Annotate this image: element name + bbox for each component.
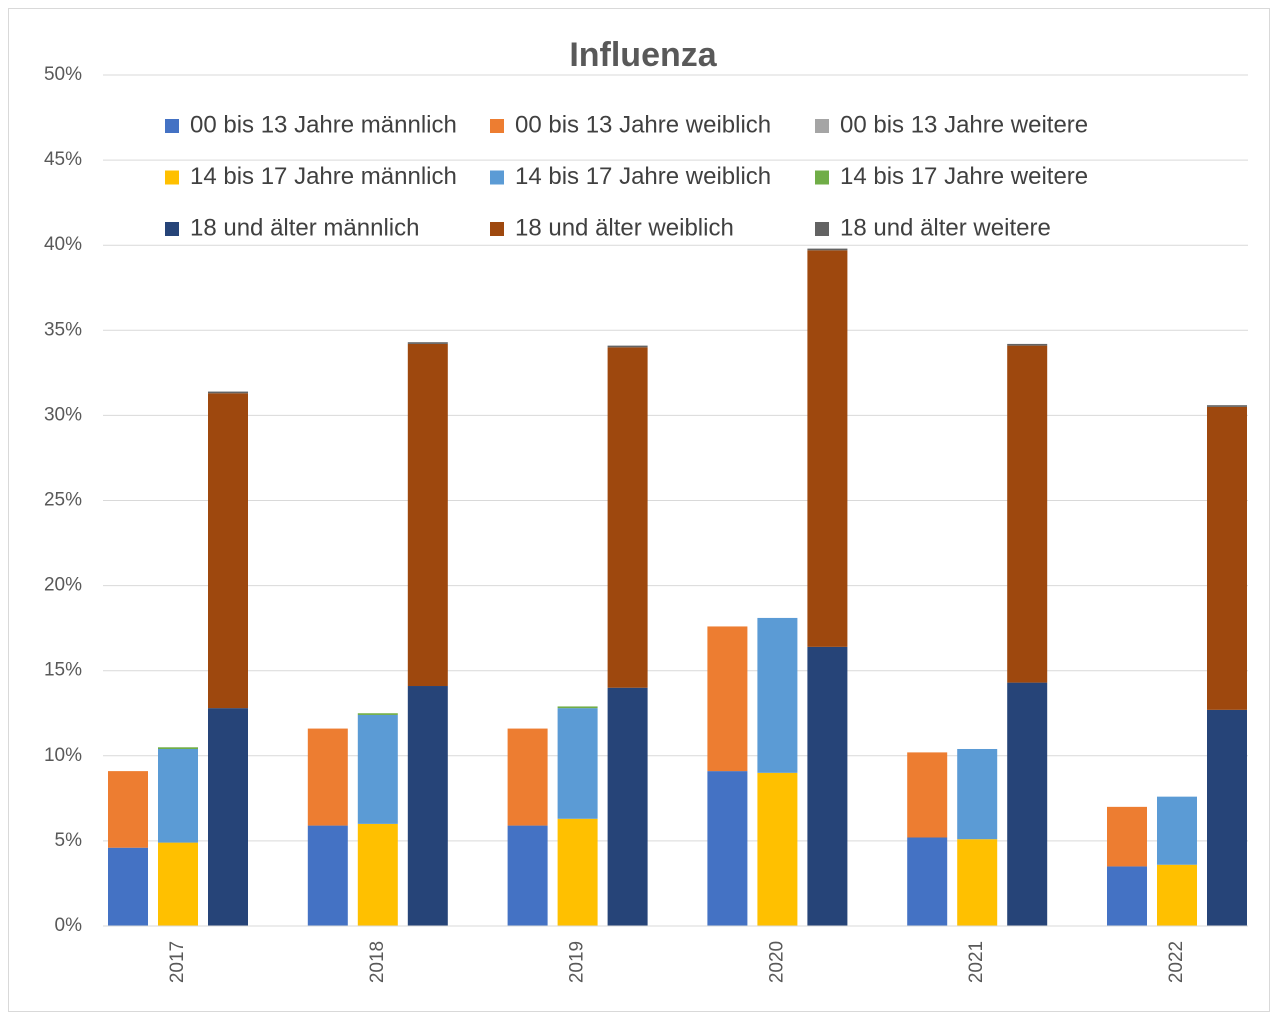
- bar-segment: [557, 818, 598, 926]
- bar-segment: [507, 825, 548, 926]
- bar-segment: [158, 842, 198, 926]
- bar-segment: [557, 708, 598, 819]
- bar-segment: [707, 771, 748, 926]
- bar-segment: [607, 345, 648, 348]
- legend-swatch: [490, 170, 504, 185]
- bar-segment: [707, 626, 748, 772]
- y-tick-label: 30%: [44, 404, 82, 425]
- legend-swatch: [815, 222, 829, 236]
- x-tick-label: 2017: [167, 941, 188, 983]
- bar-segment: [208, 708, 248, 926]
- bar-segment: [307, 728, 348, 826]
- y-tick-label: 0%: [55, 915, 83, 936]
- bar-segment: [907, 752, 948, 838]
- legend-label: 00 bis 13 Jahre weitere: [840, 111, 1088, 138]
- bar-segment: [108, 771, 148, 848]
- bar-segment: [407, 343, 448, 687]
- bar-segment: [1157, 864, 1197, 926]
- bar-segment: [1107, 866, 1147, 926]
- legend-swatch: [490, 222, 504, 236]
- legend-label: 18 und älter männlich: [190, 214, 419, 241]
- y-tick-label: 40%: [44, 234, 82, 255]
- legend-label: 14 bis 17 Jahre weiblich: [515, 163, 771, 190]
- bar-segment: [357, 713, 398, 715]
- x-tick-label: 2022: [1166, 941, 1187, 983]
- bar-segment: [307, 825, 348, 926]
- legend-label: 14 bis 17 Jahre weitere: [840, 163, 1088, 190]
- bar-segment: [1207, 406, 1247, 710]
- y-tick-label: 50%: [44, 64, 82, 85]
- bar-segment: [807, 248, 848, 251]
- bar-segment: [757, 617, 798, 773]
- bar-segment: [1007, 345, 1048, 683]
- y-tick-label: 45%: [44, 149, 82, 170]
- x-tick-label: 2020: [766, 941, 787, 983]
- bar-segment: [407, 342, 448, 344]
- bar-segment: [807, 250, 848, 647]
- bar-segment: [208, 393, 248, 709]
- bar-segment: [957, 748, 998, 840]
- x-tick-label: 2019: [567, 941, 588, 983]
- y-tick-label: 10%: [44, 745, 82, 766]
- bar-segment: [158, 748, 198, 843]
- legend-label: 18 und älter weitere: [840, 214, 1051, 241]
- bar-segment: [757, 772, 798, 926]
- x-tick-label: 2018: [367, 941, 388, 983]
- legend-swatch: [490, 119, 504, 133]
- y-tick-label: 35%: [44, 319, 82, 340]
- bar-segment: [108, 847, 148, 926]
- legend-label: 18 und älter weiblich: [515, 214, 734, 241]
- legend-swatch: [815, 170, 829, 185]
- legend-label: 14 bis 17 Jahre männlich: [190, 163, 457, 190]
- bar-segment: [507, 728, 548, 826]
- bar-segment: [1157, 796, 1197, 865]
- y-tick-label: 25%: [44, 490, 82, 511]
- bar-segment: [407, 686, 448, 926]
- chart-title: Influenza: [569, 36, 717, 74]
- x-tick-label: 2021: [966, 941, 987, 983]
- bar-segment: [557, 706, 598, 709]
- bar-segment: [1007, 343, 1048, 346]
- bar-segment: [1007, 682, 1048, 926]
- bar-segment: [607, 687, 648, 926]
- bar-segment: [357, 714, 398, 824]
- bar-segment: [1207, 405, 1247, 407]
- legend-label: 00 bis 13 Jahre weiblich: [515, 111, 771, 138]
- bar-segment: [907, 837, 948, 926]
- y-tick-label: 20%: [44, 575, 82, 596]
- legend-label: 00 bis 13 Jahre männlich: [190, 111, 457, 138]
- bar-segment: [208, 391, 248, 394]
- bar-segment: [357, 823, 398, 926]
- y-tick-label: 5%: [55, 830, 83, 851]
- bar-segment: [607, 347, 648, 688]
- bar-segment: [1207, 709, 1247, 926]
- bar-segment: [957, 839, 998, 926]
- legend-swatch: [165, 222, 179, 236]
- y-tick-label: 15%: [44, 660, 82, 681]
- legend-swatch: [165, 170, 179, 185]
- legend-swatch: [165, 119, 179, 133]
- bar-segment: [807, 646, 848, 926]
- bar-segment: [158, 747, 198, 749]
- legend-swatch: [815, 119, 829, 133]
- bar-segment: [1107, 806, 1147, 867]
